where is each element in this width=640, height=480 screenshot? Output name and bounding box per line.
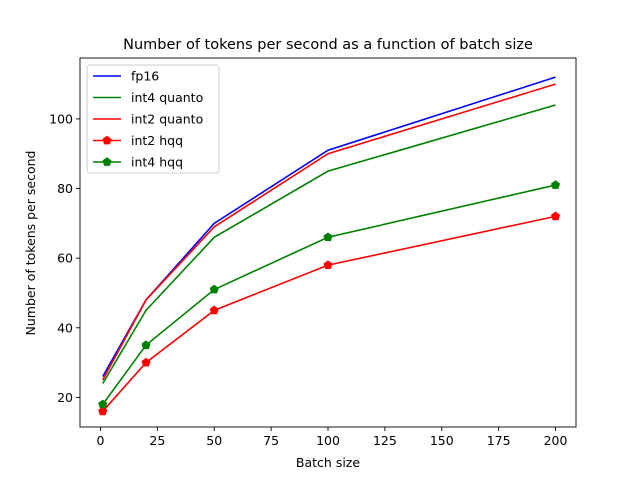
series-point-3-3 bbox=[323, 260, 333, 270]
series-point-3-1 bbox=[141, 357, 151, 367]
legend-label-1: int4 quanto bbox=[131, 90, 203, 105]
legend-marker-3 bbox=[102, 135, 112, 145]
x-tick-label-8: 200 bbox=[544, 433, 568, 448]
legend-label-3: int2 hqq bbox=[131, 133, 183, 148]
series-point-4-3 bbox=[323, 232, 333, 242]
legend-label-0: fp16 bbox=[131, 69, 159, 84]
x-tick-label-5: 125 bbox=[373, 433, 397, 448]
legend-label-2: int2 quanto bbox=[131, 112, 203, 127]
y-tick-label-3: 80 bbox=[57, 181, 73, 196]
series-point-4-0 bbox=[98, 399, 108, 409]
series-point-4-1 bbox=[141, 340, 151, 350]
x-tick-label-7: 175 bbox=[487, 433, 511, 448]
x-tick-label-6: 150 bbox=[430, 433, 454, 448]
y-axis-ticks: 20 40 60 80 100 bbox=[49, 111, 80, 405]
legend-box bbox=[86, 64, 220, 174]
y-tick-label-4: 100 bbox=[49, 111, 73, 126]
x-tick-label-1: 25 bbox=[149, 433, 165, 448]
y-tick-label-1: 40 bbox=[57, 320, 73, 335]
series-point-3-4 bbox=[550, 211, 561, 221]
series-point-3-0 bbox=[98, 406, 108, 416]
series-point-3-2 bbox=[209, 305, 219, 315]
y-tick-label-2: 60 bbox=[57, 251, 73, 266]
legend-marker-4 bbox=[102, 157, 112, 166]
x-axis-ticks: 0 25 50 75 100 125 150 175 200 bbox=[97, 427, 568, 448]
x-tick-label-4: 100 bbox=[316, 433, 340, 448]
x-tick-label-0: 0 bbox=[97, 433, 105, 448]
y-axis-label: Number of tokens per second bbox=[23, 151, 38, 336]
x-axis-label: Batch size bbox=[296, 455, 360, 470]
series-point-4-2 bbox=[209, 284, 219, 294]
x-tick-label-2: 50 bbox=[206, 433, 222, 448]
series-line-4 bbox=[102, 184, 556, 405]
y-tick-label-0: 20 bbox=[57, 390, 73, 405]
series-line-2 bbox=[102, 83, 556, 381]
plot-area bbox=[79, 57, 577, 428]
series-point-4-4 bbox=[550, 180, 561, 189]
x-tick-label-3: 75 bbox=[263, 433, 279, 448]
legend-label-4: int4 hqq bbox=[131, 155, 183, 170]
chart-title: Number of tokens per second as a functio… bbox=[123, 37, 533, 53]
series-line-1 bbox=[102, 104, 556, 384]
legend: fp16 int4 quanto int2 quanto int2 hqq int4 h… bbox=[86, 64, 220, 174]
series-line-3 bbox=[102, 215, 556, 412]
